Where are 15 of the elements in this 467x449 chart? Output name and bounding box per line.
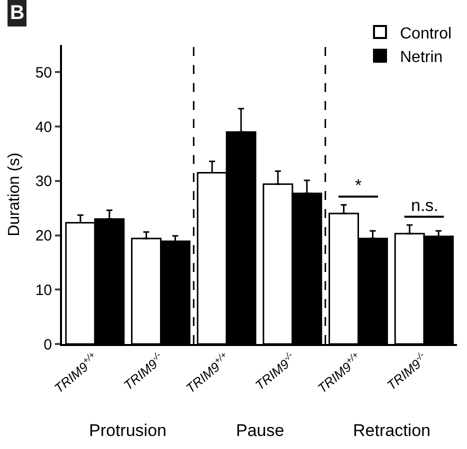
y-tick-label: 20: [35, 228, 52, 245]
legend-label: Netrin: [400, 49, 443, 66]
y-tick-label: 30: [35, 173, 52, 190]
y-tick-label: 40: [35, 118, 52, 136]
y-tick-label: 10: [35, 282, 52, 299]
legend-label: Control: [400, 25, 452, 42]
text: Retraction: [353, 421, 430, 440]
text: Pause: [236, 421, 284, 440]
y-tick-label: 50: [35, 64, 52, 82]
y-tick-label: 0: [44, 336, 52, 354]
text: B: [10, 2, 24, 24]
text: Protrusion: [89, 421, 166, 440]
y-axis-title: Duration (s): [6, 152, 23, 236]
annotation: *: [355, 176, 362, 195]
annotation: n.s.: [411, 196, 438, 215]
